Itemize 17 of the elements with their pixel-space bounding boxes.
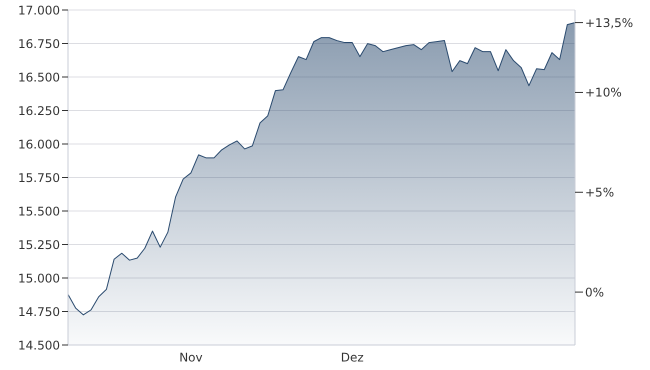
y-tick-label: 17.000 [18, 3, 60, 18]
y-tick-label: 15.500 [18, 204, 60, 218]
y2-tick-label: 0% [585, 285, 604, 300]
y-tick-label: 15.250 [18, 238, 60, 252]
y2-tick-label: +10% [585, 86, 622, 100]
y-tick-label: 14.750 [18, 304, 60, 319]
x-tick-label: Nov [179, 350, 203, 365]
y-tick-label: 16.000 [18, 137, 60, 152]
y-tick-label: 14.500 [18, 338, 60, 352]
y2-tick-label: +5% [585, 186, 614, 200]
y2-tick-label: +13,5% [585, 16, 634, 30]
x-tick-label: Dez [340, 350, 364, 365]
y-tick-label: 16.750 [18, 36, 60, 51]
y-tick-label: 15.000 [18, 271, 60, 286]
y-tick-label: 16.500 [18, 70, 60, 84]
y-tick-label: 16.250 [18, 104, 60, 118]
y-tick-label: 15.750 [18, 170, 60, 185]
